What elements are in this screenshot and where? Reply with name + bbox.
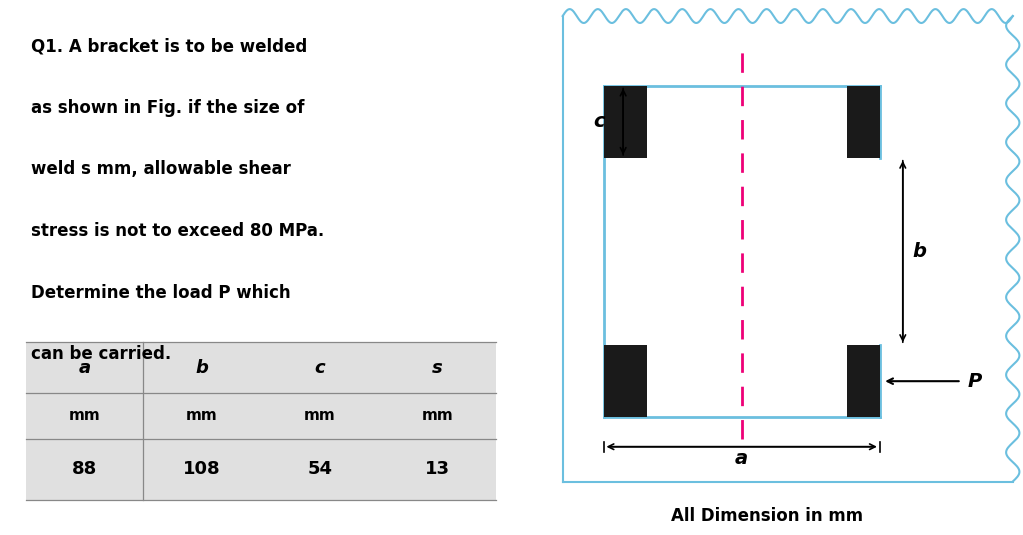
Text: a: a	[79, 359, 90, 377]
Bar	[26, 342, 496, 500]
Text: All Dimension in mm: All Dimension in mm	[671, 507, 863, 525]
Text: can be carried.: can be carried.	[31, 345, 171, 363]
Bar	[604, 345, 648, 417]
Bar	[847, 345, 880, 417]
Text: 13: 13	[425, 461, 450, 478]
Text: b: b	[913, 242, 926, 261]
Text: 54: 54	[307, 461, 332, 478]
Bar	[847, 86, 880, 158]
Text: stress is not to exceed 80 MPa.: stress is not to exceed 80 MPa.	[31, 222, 324, 240]
Text: b: b	[195, 359, 209, 377]
Text: c: c	[593, 112, 606, 131]
Text: weld s mm, allowable shear: weld s mm, allowable shear	[31, 160, 291, 179]
Bar	[604, 86, 648, 158]
Text: P: P	[968, 372, 982, 391]
Text: as shown in Fig. if the size of: as shown in Fig. if the size of	[31, 99, 304, 117]
Text: c: c	[314, 359, 325, 377]
Text: mm: mm	[69, 408, 100, 424]
Text: 108: 108	[183, 461, 221, 478]
Text: a: a	[736, 449, 748, 468]
Text: Q1. A bracket is to be welded: Q1. A bracket is to be welded	[31, 37, 307, 56]
Text: 88: 88	[72, 461, 97, 478]
Text: mm: mm	[304, 408, 336, 424]
Text: mm: mm	[186, 408, 218, 424]
Text: s: s	[432, 359, 443, 377]
Text: mm: mm	[421, 408, 453, 424]
Text: Determine the load P which: Determine the load P which	[31, 284, 291, 302]
